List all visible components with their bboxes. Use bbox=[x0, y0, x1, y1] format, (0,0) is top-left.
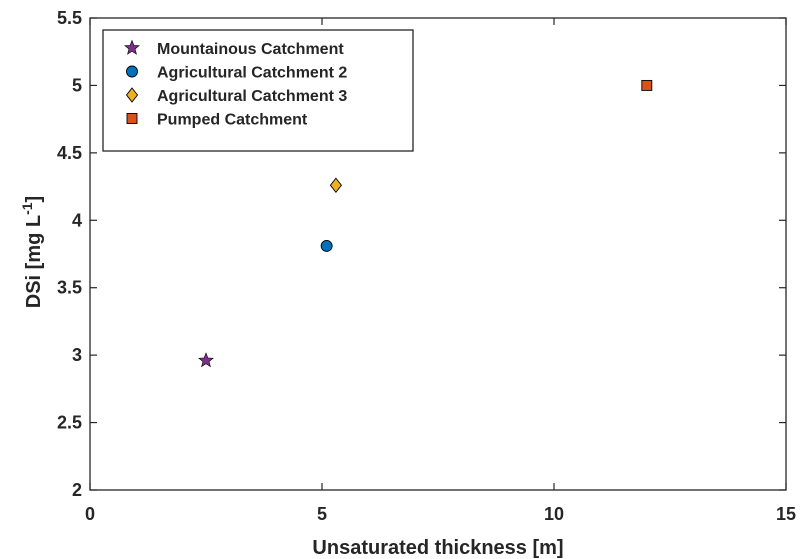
y-tick-label: 5 bbox=[72, 75, 82, 95]
legend-marker bbox=[126, 113, 138, 124]
x-axis: 0 5 10 15 bbox=[85, 18, 796, 524]
data-point bbox=[198, 352, 214, 368]
y-tick-label: 2.5 bbox=[57, 413, 82, 433]
y-axis-label-main: DSi [mg L bbox=[23, 215, 45, 308]
data-point bbox=[329, 177, 342, 193]
x-tick-label: 0 bbox=[85, 504, 95, 524]
y-tick-label: 3 bbox=[72, 345, 82, 365]
axes-frame bbox=[89, 17, 787, 491]
legend-label: Agricultural Catchment 3 bbox=[157, 88, 347, 105]
legend-marker bbox=[125, 87, 139, 103]
y-tick-label: 3.5 bbox=[57, 278, 82, 298]
legend-label: Pumped Catchment bbox=[157, 112, 308, 129]
legend-marker bbox=[124, 39, 140, 55]
data-point bbox=[320, 239, 333, 252]
y-axis: 2 2.5 3 3.5 4 4.5 5 5.5 bbox=[57, 8, 786, 500]
legend-marker bbox=[126, 65, 138, 78]
y-tick-label: 4 bbox=[72, 210, 82, 230]
y-tick-label: 4.5 bbox=[57, 143, 82, 163]
y-tick-label: 2 bbox=[72, 480, 82, 500]
legend-label: Agricultural Catchment 2 bbox=[157, 65, 347, 82]
legend-label: Mountainous Catchment bbox=[157, 41, 344, 58]
data-points bbox=[198, 79, 653, 368]
x-tick-label: 10 bbox=[544, 504, 564, 524]
legend: Mountainous Catchment Agricultural Catchm… bbox=[102, 29, 414, 152]
plot-area-border bbox=[89, 17, 787, 491]
y-axis-label-suffix: ] bbox=[23, 196, 45, 203]
x-axis-label: Unsaturated thickness [m] bbox=[312, 537, 563, 559]
y-axis-label: DSi [mg L-1] bbox=[19, 196, 45, 308]
y-tick-label: 5.5 bbox=[57, 8, 82, 28]
x-tick-label: 15 bbox=[776, 504, 796, 524]
x-tick-label: 5 bbox=[317, 504, 327, 524]
data-point bbox=[641, 79, 653, 91]
y-axis-label-superscript: -1 bbox=[19, 202, 35, 215]
legend-box bbox=[102, 29, 414, 152]
